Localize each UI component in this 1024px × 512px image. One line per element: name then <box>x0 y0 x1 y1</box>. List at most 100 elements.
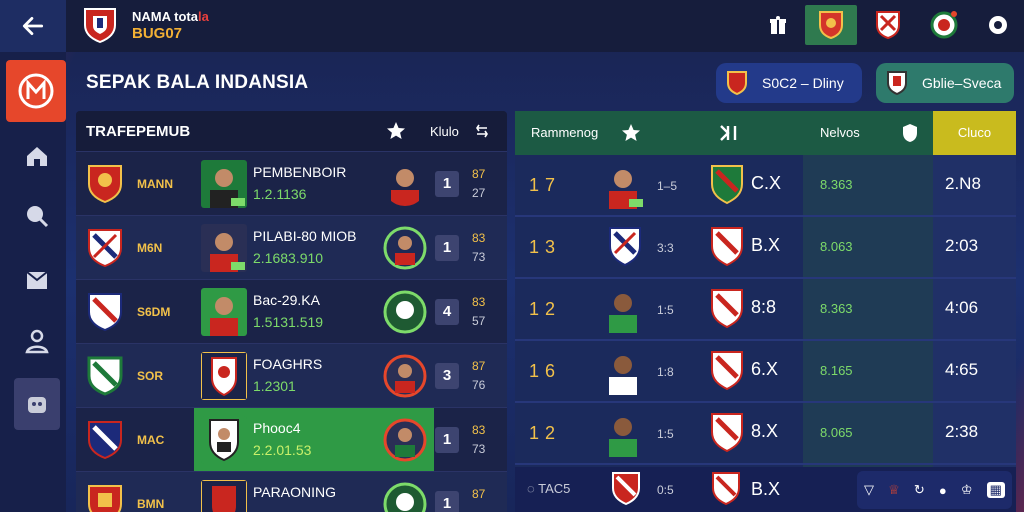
table-row[interactable]: SOR FOAGHRS 1.2301 3 87 76 <box>76 343 507 407</box>
crest-tab-2-icon <box>876 11 900 40</box>
value: 8.363 <box>820 177 853 192</box>
sidebar-item-shirt[interactable] <box>8 254 66 306</box>
player-position: BMN <box>137 497 165 511</box>
sort-icon[interactable] <box>474 123 490 139</box>
m-logo-icon <box>18 73 54 109</box>
grid-icon[interactable]: ▦ <box>986 482 1005 498</box>
gold-value: 4:06 <box>945 298 979 317</box>
ranking-row[interactable]: 13 3:3 B.X 8.063 2:03 <box>515 217 1016 279</box>
squad-number: 1 <box>435 235 459 261</box>
player-portrait <box>383 418 427 462</box>
table-row[interactable]: M6N PILABI-80 MIOB 2.1683.910 1 83 73 <box>76 215 507 279</box>
sidebar-item-logo[interactable] <box>6 60 66 122</box>
star-icon[interactable] <box>386 121 406 141</box>
gold-value: 2:38 <box>945 422 979 441</box>
ranking-row[interactable]: 12 1:5 8:8 8.363 4:06 <box>515 279 1016 341</box>
rating-b: 57 <box>472 314 486 328</box>
rank-number: 12 <box>529 299 562 319</box>
trophy-icon[interactable]: ♔ <box>960 482 973 497</box>
rating-a: 87 <box>472 359 486 373</box>
kick-icon[interactable] <box>719 124 737 142</box>
table-row[interactable]: MANN PEMBENBOIR 1.2.1136 1 87 27 <box>76 151 507 215</box>
club-code: BUG07 <box>132 25 183 42</box>
score: 8:8 <box>751 297 777 317</box>
rank-number: 13 <box>529 237 562 257</box>
sidebar-item-ball[interactable] <box>8 190 66 242</box>
ranking-row[interactable]: 17 1‒5 C.X 8.363 2.N8 <box>515 155 1016 217</box>
refresh-icon[interactable]: ↻ <box>913 482 925 497</box>
player-name: Bac-29.KA <box>253 292 320 308</box>
squad-number: 4 <box>435 299 459 325</box>
table-row-selected[interactable]: MAC Phooc4 2.2.01.53 1 83 73 <box>76 407 507 471</box>
score: B.X <box>751 235 781 255</box>
player-stat: 2.2.01.53 <box>253 442 312 458</box>
player-stat: 1.2.1136 <box>253 186 307 202</box>
sidebar-item-home[interactable] <box>8 130 66 182</box>
player-portrait <box>609 418 637 457</box>
club-crest-icon <box>88 485 122 512</box>
ranking-row[interactable]: 16 1:8 6.X 8.165 4:65 <box>515 341 1016 403</box>
match-time: 1:8 <box>657 365 674 379</box>
shield-icon[interactable] <box>901 123 919 143</box>
crest-tab-2[interactable] <box>862 5 914 45</box>
sidebar <box>0 52 66 512</box>
score: C.X <box>751 173 782 193</box>
competition-pill-1[interactable]: S0C2 ‒ Dliny <box>716 63 862 103</box>
club-crest-icon <box>609 227 641 267</box>
player-name: PARAONING <box>253 484 336 500</box>
player-portrait <box>383 226 427 270</box>
transfer-table-title: TRAFEPEMUB <box>86 123 191 140</box>
table-row[interactable]: BMN PARAONING 1 87 <box>76 471 507 512</box>
club-name: NAMA totala <box>132 9 209 24</box>
squad-number: 1 <box>435 171 459 197</box>
crest-tab-3[interactable] <box>918 5 970 45</box>
crown-icon[interactable]: ♕ <box>888 482 900 497</box>
table-row[interactable]: S6DM Bac-29.KA 1.5131.519 4 83 57 <box>76 279 507 343</box>
player-card <box>201 352 247 400</box>
col-ranking[interactable]: Rammenog <box>531 125 599 140</box>
col-nelvos[interactable]: Nelvos <box>820 125 860 140</box>
crest-tab-1-icon <box>819 11 843 40</box>
match-time: 1:5 <box>657 303 674 317</box>
pill2-label: Gblie‒Sveca <box>922 75 1002 91</box>
player-stat: 1.5131.519 <box>253 314 324 330</box>
club-crest-icon <box>88 293 122 332</box>
star-icon[interactable] <box>621 123 641 143</box>
player-name: FOAGHRS <box>253 356 323 372</box>
crest-tab-3-icon <box>930 11 958 39</box>
back-arrow-icon <box>22 17 44 35</box>
player-position: M6N <box>137 241 163 255</box>
club-crest-icon <box>88 229 122 268</box>
player-portrait <box>609 356 637 395</box>
player-name: PEMBENBOIR <box>253 164 347 180</box>
player-card <box>201 288 247 336</box>
back-button[interactable] <box>0 0 66 52</box>
coin-icon[interactable]: ● <box>938 482 947 498</box>
team-icon <box>25 329 49 354</box>
top-bar: NAMA totala BUG07 <box>0 0 1024 52</box>
rating-a: 83 <box>472 423 486 437</box>
club-crest-icon <box>88 165 122 204</box>
ball-icon <box>27 206 49 228</box>
col-cluco[interactable]: Cluco <box>933 111 1016 155</box>
score: 6.X <box>751 359 779 379</box>
settings-button[interactable] <box>972 5 1024 45</box>
filter-icon[interactable]: ▽ <box>864 482 875 497</box>
crest-tab-1[interactable] <box>805 5 857 45</box>
transfer-col-label[interactable]: Klulo <box>430 124 459 139</box>
squad-number: 1 <box>435 427 459 453</box>
player-card <box>201 480 247 512</box>
sidebar-item-avatar[interactable] <box>14 378 60 430</box>
gift-button[interactable] <box>752 5 804 45</box>
club-crest-icon <box>711 413 743 453</box>
competition-pill-2[interactable]: Gblie‒Sveca <box>876 63 1014 103</box>
rating-a: 87 <box>472 167 486 181</box>
player-portrait <box>383 290 427 334</box>
sidebar-item-team[interactable] <box>8 316 66 368</box>
rating-a: 83 <box>472 231 486 245</box>
ranking-row[interactable]: 12 1:5 8.X 8.065 2:38 <box>515 403 1016 465</box>
shirt-icon <box>26 271 48 289</box>
rating-b: 73 <box>472 250 486 264</box>
footer-label: ◌ TAC5 <box>527 481 571 496</box>
ranking-table: Rammenog Nelvos Cluco 17 1‒5 C.X 8.363 2… <box>515 111 1016 512</box>
